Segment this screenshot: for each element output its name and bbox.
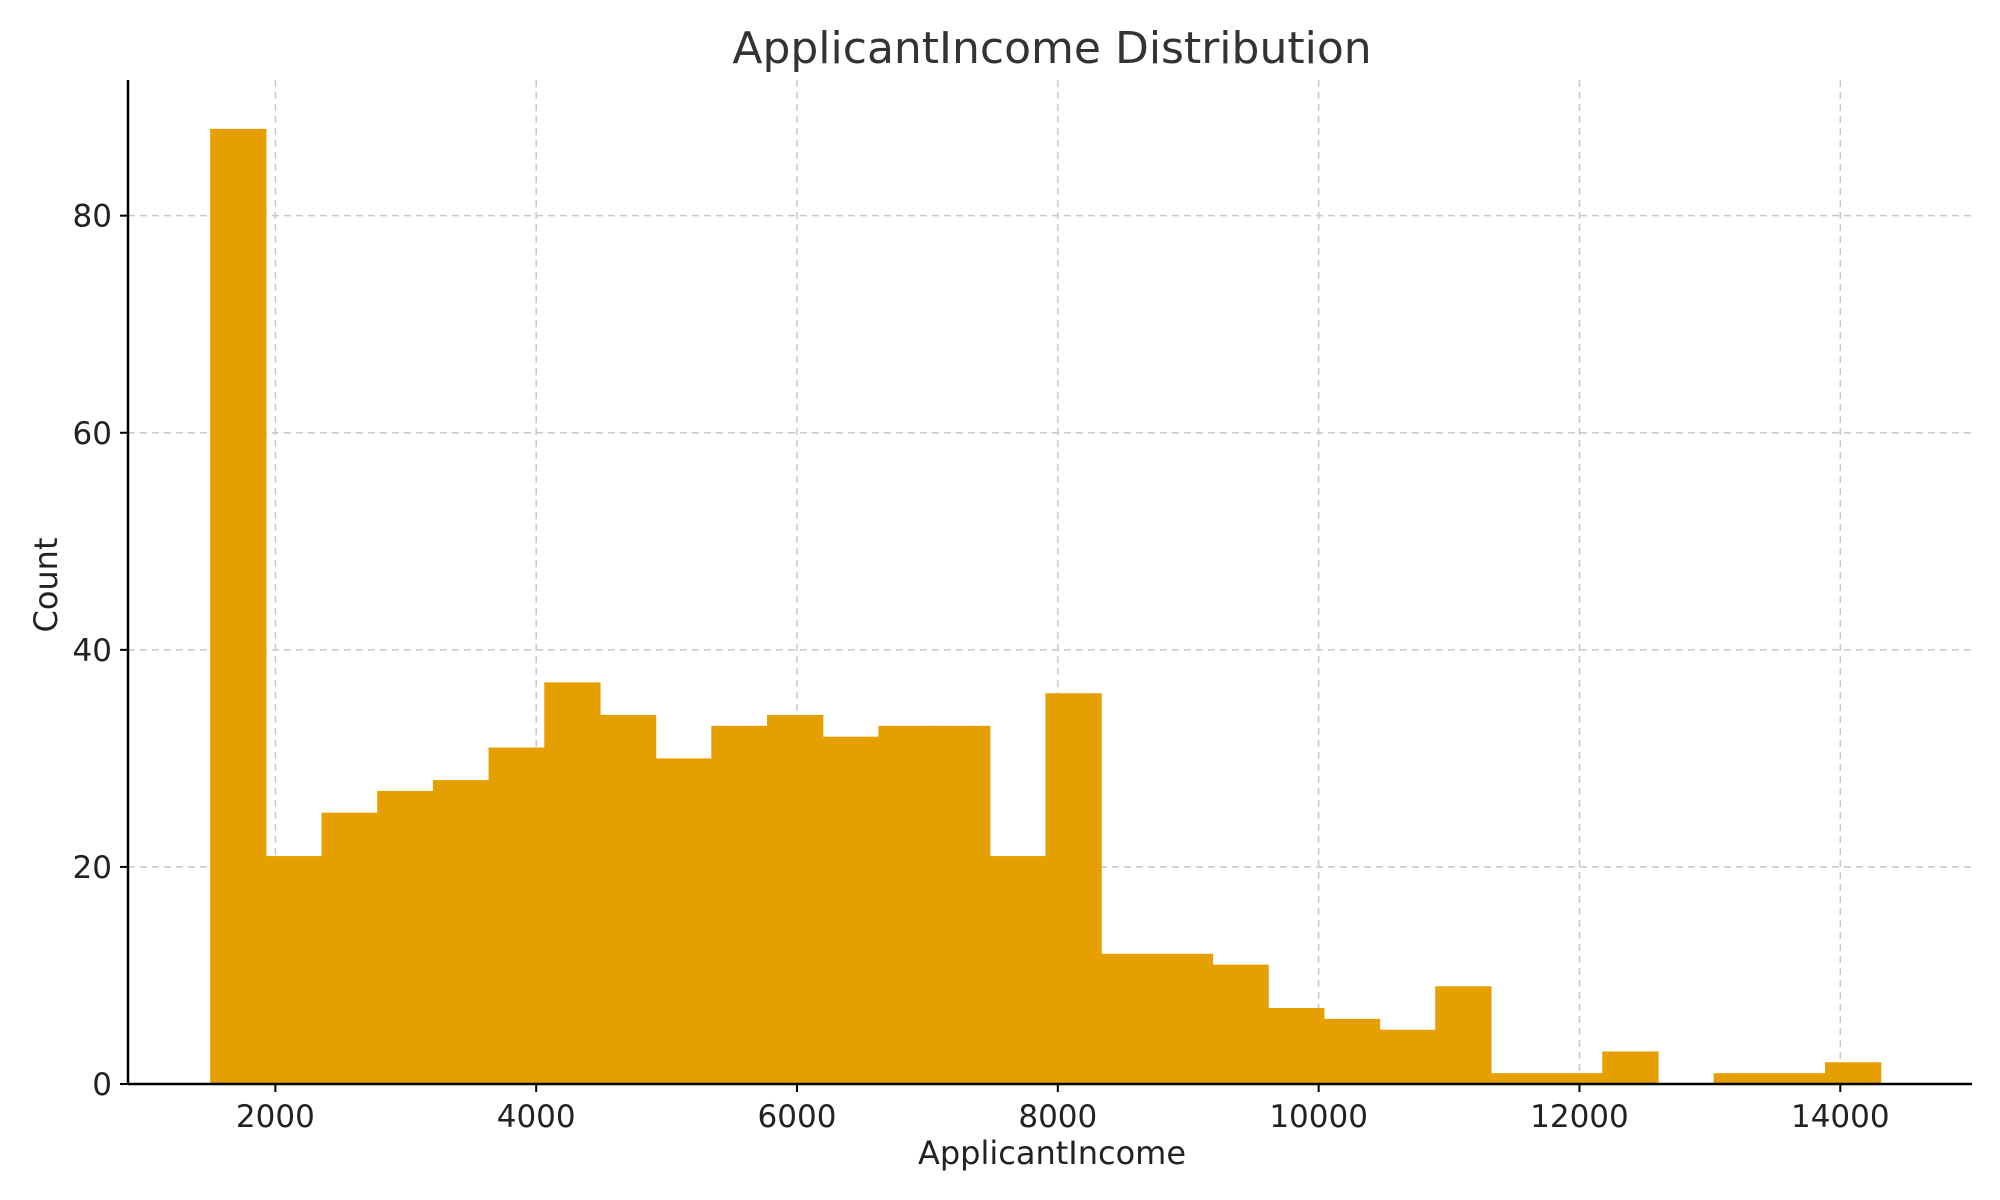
x-tick-label: 2000 bbox=[236, 1099, 315, 1135]
histogram-bar bbox=[210, 128, 267, 1084]
histogram-bar bbox=[1212, 964, 1269, 1084]
y-tick-label: 40 bbox=[73, 633, 112, 669]
x-axis-ticks: 2000 4000 6000 8000 10000 12000 14000 bbox=[236, 1084, 1890, 1135]
y-tick-label: 60 bbox=[73, 416, 112, 452]
x-tick-label: 4000 bbox=[497, 1099, 576, 1135]
histogram-bar bbox=[1713, 1073, 1770, 1084]
histogram-bar bbox=[767, 714, 824, 1084]
histogram-bar bbox=[1268, 1008, 1325, 1084]
histogram-bar bbox=[655, 758, 712, 1084]
y-tick-label: 0 bbox=[92, 1067, 112, 1103]
x-axis-label: ApplicantIncome bbox=[918, 1134, 1186, 1172]
histogram-bar bbox=[1490, 1073, 1548, 1084]
histogram-bar bbox=[599, 714, 657, 1084]
histogram-bar bbox=[1435, 986, 1492, 1084]
histogram-bar bbox=[1156, 953, 1214, 1084]
y-axis-ticks: 0 20 40 60 80 bbox=[73, 199, 128, 1103]
histogram-bar bbox=[1825, 1062, 1882, 1084]
grid-lines bbox=[128, 80, 1972, 1084]
histogram-bar bbox=[1602, 1051, 1659, 1084]
histogram-bar bbox=[711, 725, 768, 1084]
histogram-bar bbox=[265, 856, 323, 1084]
histogram-bar bbox=[1379, 1029, 1436, 1084]
x-tick-label: 10000 bbox=[1269, 1099, 1368, 1135]
x-tick-label: 14000 bbox=[1791, 1099, 1890, 1135]
histogram-bar bbox=[432, 780, 490, 1084]
histogram-bar bbox=[321, 812, 378, 1084]
chart-title: ApplicantIncome Distribution bbox=[732, 23, 1371, 74]
histogram-bar bbox=[1101, 953, 1158, 1084]
histogram-bar bbox=[377, 790, 434, 1084]
histogram-bars bbox=[210, 128, 1882, 1084]
x-tick-label: 12000 bbox=[1530, 1099, 1629, 1135]
x-tick-label: 8000 bbox=[1018, 1099, 1097, 1135]
histogram-bar bbox=[822, 736, 879, 1084]
histogram-bar bbox=[934, 725, 991, 1084]
axes bbox=[126, 80, 1972, 1086]
y-tick-label: 80 bbox=[73, 199, 112, 235]
y-axis-label: Count bbox=[27, 537, 65, 632]
histogram-bar bbox=[488, 747, 545, 1084]
histogram-bar bbox=[1323, 1018, 1381, 1084]
histogram-bar bbox=[1045, 693, 1102, 1084]
histogram-bar bbox=[1546, 1073, 1603, 1084]
x-tick-label: 6000 bbox=[758, 1099, 837, 1135]
histogram-bar bbox=[878, 725, 935, 1084]
histogram-bar bbox=[1769, 1073, 1826, 1084]
y-tick-label: 20 bbox=[73, 850, 112, 886]
histogram-bar bbox=[989, 856, 1047, 1084]
histogram-bar bbox=[544, 682, 601, 1084]
